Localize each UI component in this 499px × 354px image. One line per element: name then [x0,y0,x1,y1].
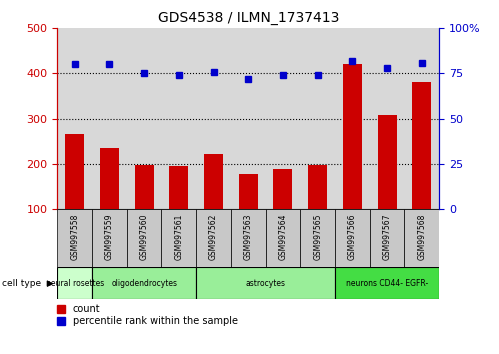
Bar [92,209,127,267]
Bar [57,28,92,209]
Bar [100,148,119,209]
Text: GSM997563: GSM997563 [244,213,253,260]
Bar [343,64,362,209]
Bar [127,28,162,209]
Bar [162,28,196,209]
Legend: count, percentile rank within the sample: count, percentile rank within the sample [57,304,238,326]
Text: GSM997562: GSM997562 [209,213,218,260]
Bar [265,28,300,209]
Text: astrocytes: astrocytes [246,279,285,288]
Bar [412,81,431,209]
Text: GSM997568: GSM997568 [417,213,426,260]
Bar [239,174,258,209]
Text: GSM997567: GSM997567 [383,213,392,260]
Text: GSM997561: GSM997561 [174,213,183,260]
Bar [204,154,223,209]
Bar [335,209,370,267]
Text: GSM997564: GSM997564 [278,213,287,260]
Bar [404,28,439,209]
Bar [92,28,127,209]
Bar [300,28,335,209]
Bar [57,209,92,267]
Title: GDS4538 / ILMN_1737413: GDS4538 / ILMN_1737413 [158,11,339,24]
Bar [370,209,404,267]
Bar [378,115,397,209]
Bar [370,28,404,209]
Bar [169,166,189,209]
Bar [196,209,231,267]
Text: GSM997560: GSM997560 [140,213,149,260]
Bar [57,267,92,299]
Bar [231,28,265,209]
Text: cell type  ▶: cell type ▶ [2,279,54,288]
Text: GSM997559: GSM997559 [105,213,114,260]
Bar [308,165,327,209]
Text: GSM997565: GSM997565 [313,213,322,260]
Bar [127,209,162,267]
Bar [92,267,196,299]
Bar [300,209,335,267]
Text: neural rosettes: neural rosettes [45,279,104,288]
Bar [65,135,84,209]
Bar [196,28,231,209]
Bar [162,209,196,267]
Bar [273,169,292,209]
Bar [335,28,370,209]
Bar [335,267,439,299]
Text: oligodendrocytes: oligodendrocytes [111,279,177,288]
Bar [265,209,300,267]
Bar [404,209,439,267]
Text: GSM997558: GSM997558 [70,213,79,260]
Bar [231,209,265,267]
Text: neurons CD44- EGFR-: neurons CD44- EGFR- [346,279,428,288]
Bar [135,165,154,209]
Bar [196,267,335,299]
Text: GSM997566: GSM997566 [348,213,357,260]
